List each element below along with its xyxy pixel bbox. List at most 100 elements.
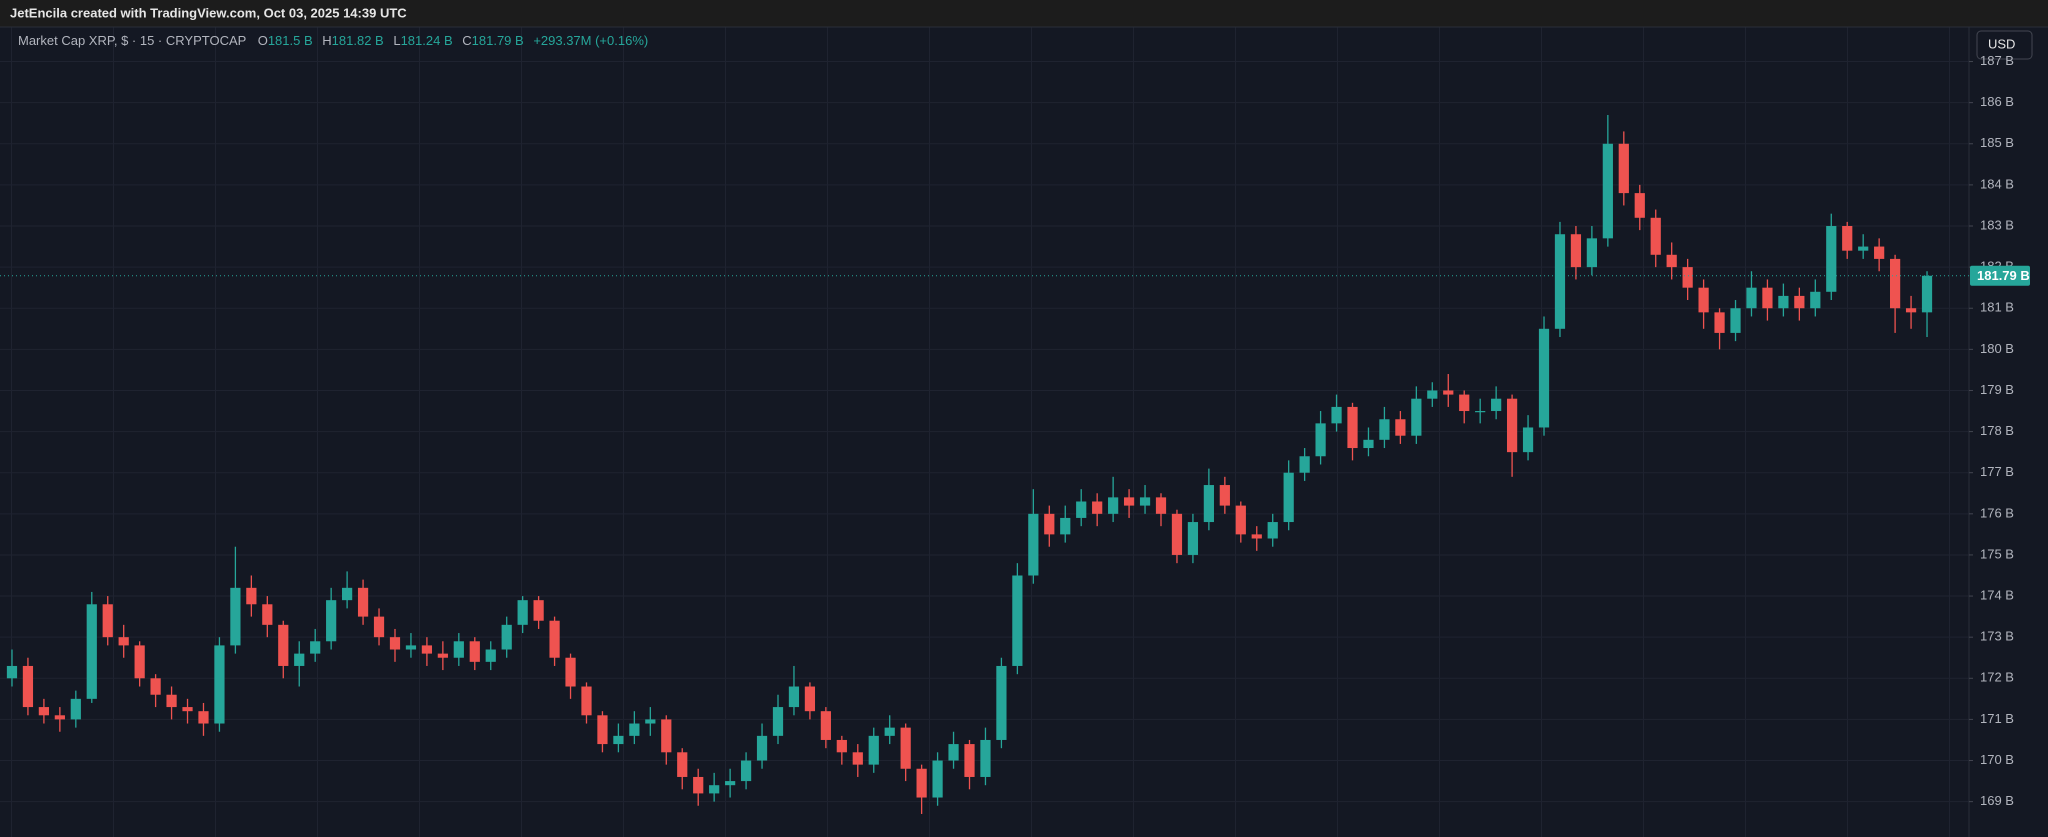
candle-body — [198, 711, 209, 724]
candle-body — [501, 624, 512, 650]
ohlc-label: C — [462, 33, 471, 48]
candle-body — [1427, 390, 1438, 399]
candle-body — [1347, 406, 1358, 449]
candle-body — [1187, 522, 1199, 555]
y-tick-label: 181 B — [1980, 300, 2014, 315]
y-tick-label: 183 B — [1980, 217, 2014, 232]
candle-body — [836, 739, 847, 753]
candle-body — [357, 587, 369, 617]
candle-body — [916, 768, 927, 798]
candle-body — [389, 637, 401, 650]
candle-body — [661, 719, 672, 753]
candle-body — [533, 600, 544, 621]
candle-body — [294, 653, 305, 666]
candle-body — [1554, 234, 1566, 329]
ohlc-label: O — [258, 33, 268, 48]
candle-body — [1092, 501, 1103, 514]
candle-body — [1650, 217, 1661, 255]
candle-body — [1538, 328, 1550, 428]
candle-body — [1730, 308, 1741, 333]
currency-button-box[interactable] — [1976, 30, 2033, 60]
y-tick-label: 170 B — [1980, 752, 2014, 767]
last-price-box — [1970, 265, 2030, 286]
y-tick-label: 172 B — [1980, 670, 2014, 685]
candle-body — [310, 641, 321, 654]
candle-body — [629, 723, 640, 736]
candle-body — [932, 760, 943, 798]
candle-body — [1921, 275, 1933, 313]
candle-body — [469, 641, 480, 662]
candle-body — [1905, 308, 1917, 313]
candle-body — [1602, 143, 1613, 239]
candle-body — [549, 620, 560, 658]
candle-body — [86, 604, 97, 699]
candle-body — [1235, 505, 1246, 535]
candle-body — [948, 744, 959, 761]
candle-body — [1618, 143, 1629, 194]
y-tick-label: 176 B — [1980, 505, 2014, 520]
candle-body — [70, 698, 81, 720]
candle-body — [326, 600, 337, 642]
y-tick-label: 187 B — [1980, 53, 2014, 68]
candle-body — [613, 735, 624, 745]
ohlc-value: 181.5 B — [268, 33, 313, 48]
symbol-title: Market Cap XRP, $ · 15 · CRYPTOCAP — [18, 33, 246, 48]
candle-body — [1363, 439, 1374, 449]
candle-body — [517, 600, 528, 625]
y-tick-label: 180 B — [1980, 341, 2014, 356]
candle-body — [262, 604, 273, 625]
y-tick-label: 177 B — [1980, 464, 2014, 479]
candle-body — [1012, 575, 1023, 666]
candle-body — [788, 686, 800, 708]
candle-body — [1698, 287, 1709, 313]
candle-body — [150, 678, 161, 695]
candle-body — [772, 707, 784, 736]
candle-body — [1076, 501, 1087, 518]
header-bar — [0, 0, 2048, 27]
candle-body — [22, 665, 34, 708]
ohlc-value: 181.24 B — [401, 33, 453, 48]
candle-body — [581, 686, 592, 716]
ohlc-label: H — [322, 33, 331, 48]
candle-body — [677, 752, 688, 777]
candle-body — [453, 641, 464, 658]
change: +293.37M (+0.16%) — [533, 33, 648, 48]
candle-body — [166, 694, 177, 708]
candle-body — [884, 727, 895, 736]
candle-body — [709, 785, 720, 794]
currency-label[interactable]: USD — [1988, 36, 2015, 51]
candle-body — [1810, 291, 1821, 309]
candle-body — [1299, 456, 1310, 473]
y-tick-label: 185 B — [1980, 135, 2014, 150]
candle-body — [868, 735, 879, 765]
currency-button[interactable]: USD — [1976, 30, 2033, 60]
y-tick-label: 174 B — [1980, 587, 2014, 602]
candle-body — [1746, 287, 1757, 309]
candle-body — [1586, 238, 1597, 268]
ohlc-value: 181.82 B — [332, 33, 384, 48]
candle-body — [1171, 513, 1183, 555]
candle-body — [1044, 513, 1055, 535]
candle-body — [693, 776, 704, 794]
candle-body — [1889, 258, 1901, 309]
candle-body — [1858, 246, 1869, 251]
candle-body — [54, 715, 65, 720]
ohlc-value: 181.79 B — [472, 33, 524, 48]
candle-body — [900, 727, 911, 769]
candle-body — [725, 781, 736, 786]
candle-body — [1411, 398, 1422, 436]
candle-body — [1842, 226, 1853, 251]
candle-body — [1459, 394, 1470, 412]
candle-body — [804, 686, 816, 712]
candle-body — [134, 645, 145, 679]
candle-body — [437, 653, 448, 658]
candle-body — [1475, 411, 1486, 413]
candle-body — [1443, 390, 1454, 395]
y-tick-label: 178 B — [1980, 423, 2014, 438]
candle-body — [1491, 398, 1502, 412]
candle-body — [1395, 419, 1406, 436]
candle-body — [373, 616, 385, 638]
candle-body — [1522, 427, 1534, 453]
candle-body — [342, 587, 353, 601]
candle-body — [645, 719, 656, 724]
